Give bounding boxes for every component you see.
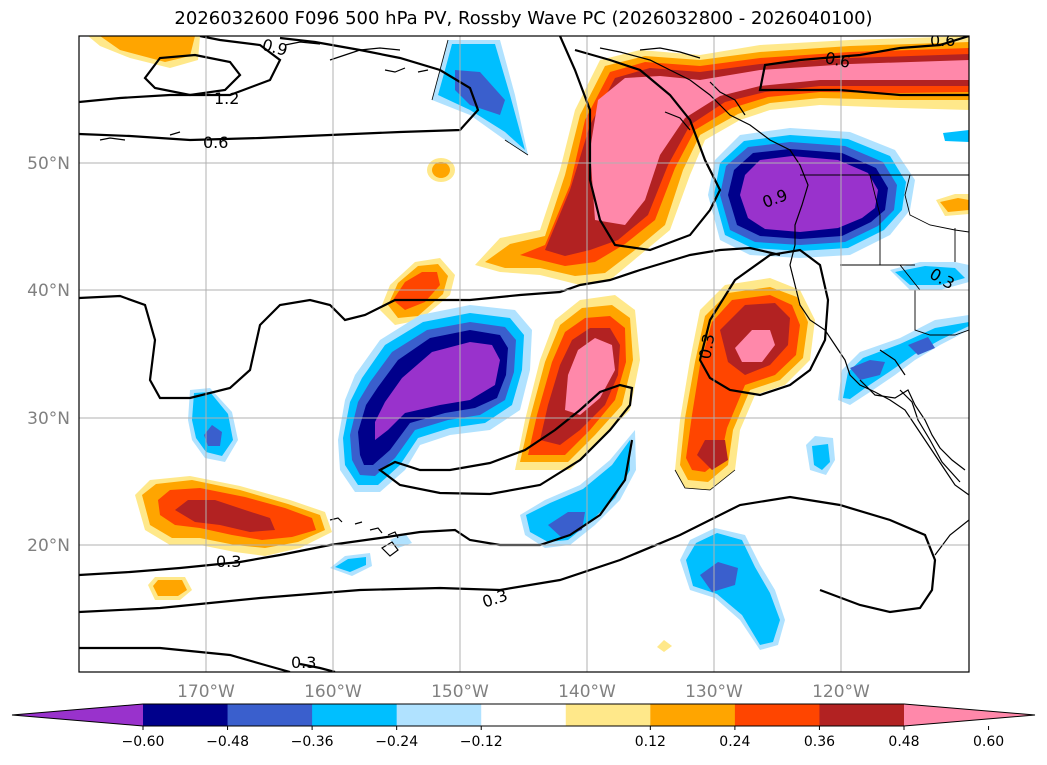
rossby-low-150w	[338, 305, 532, 492]
colorbar-segment	[227, 704, 313, 726]
colorbar-segment	[143, 704, 229, 726]
pv-arm-140w	[515, 295, 640, 470]
colorbar-extend-low	[12, 704, 143, 726]
rossby-coast-north	[890, 130, 969, 290]
pv-dot-small	[657, 640, 672, 652]
colorbar-segment	[396, 704, 482, 726]
rossby-baja	[838, 315, 969, 405]
lon-label: 130°W	[685, 682, 743, 702]
colorbar-tick-label: 0.36	[804, 734, 835, 750]
colorbar-tick-label: −0.48	[206, 734, 249, 750]
contour-label: 0.3	[216, 552, 241, 571]
colorbar-tick-label: −0.12	[460, 734, 503, 750]
colorbar: −0.60 −0.48 −0.36 −0.24 −0.12 0.12 0.24 0.36 0.4…	[11, 703, 1036, 750]
rossby-hawaii	[330, 533, 412, 576]
contour-label: 0.6	[203, 133, 228, 152]
colorbar-tick-label: −0.36	[291, 734, 334, 750]
pv-contours	[79, 36, 969, 672]
rossby-small	[806, 436, 835, 475]
contour-label: 0.3	[695, 332, 718, 360]
rossby-blob-170w	[188, 388, 238, 462]
colorbar-extend-high	[904, 704, 1035, 726]
contour-label: 0.6	[930, 31, 955, 50]
colorbar-segment	[734, 704, 820, 726]
coastlines	[99, 41, 969, 556]
contour-label: 0.3	[291, 653, 316, 672]
contour-label: 1.2	[214, 89, 239, 108]
colorbar-tick-label: −0.24	[375, 734, 418, 750]
gridlines	[79, 36, 969, 672]
pv-blob-167w	[135, 476, 332, 556]
lat-labels: 50°N 40°N 30°N 20°N	[27, 154, 70, 556]
colorbar-tick-label: 0.60	[973, 734, 1004, 750]
colorbar-segment	[650, 704, 736, 726]
lon-labels: 170°W 160°W 150°W 140°W 130°W 120°W	[177, 682, 870, 702]
lon-label: 170°W	[177, 682, 235, 702]
lat-label: 20°N	[27, 536, 70, 556]
rossby-low-125w	[708, 128, 915, 258]
rossby-blob-130w-south	[680, 528, 785, 650]
pv-ridge-main	[475, 36, 969, 285]
colorbar-segment	[819, 704, 905, 726]
lon-label: 140°W	[558, 682, 616, 702]
colorbar-tick-label: 0.12	[635, 734, 666, 750]
colorbar-segment	[481, 704, 567, 726]
political-borders	[800, 174, 969, 336]
lat-label: 50°N	[27, 154, 70, 174]
colorbar-tick-label: 0.24	[719, 734, 750, 750]
colorbar-tick-label: −0.60	[122, 734, 165, 750]
colorbar-tick-label: 0.48	[888, 734, 919, 750]
lon-label: 160°W	[304, 682, 362, 702]
plot-frame	[78, 35, 970, 673]
thin-contours	[431, 39, 736, 491]
lon-label: 120°W	[812, 682, 870, 702]
lat-label: 40°N	[27, 281, 70, 301]
contour-label: 0.9	[260, 35, 290, 60]
pv-blob-topleft	[88, 36, 200, 68]
pv-blob-small-south	[148, 577, 192, 600]
lon-label: 150°W	[431, 682, 489, 702]
contour-labels: 0.9 1.2 0.6 0.6 0.6 0.9 0.3 0.3 0.3 0.3 …	[203, 31, 958, 672]
pv-dot	[427, 158, 455, 182]
colorbar-segment	[565, 704, 651, 726]
colorbar-segment	[312, 704, 398, 726]
map-title: 2026032600 F096 500 hPa PV, Rossby Wave …	[174, 8, 873, 29]
contour-label: 0.6	[823, 48, 852, 72]
lat-label: 30°N	[27, 409, 70, 429]
